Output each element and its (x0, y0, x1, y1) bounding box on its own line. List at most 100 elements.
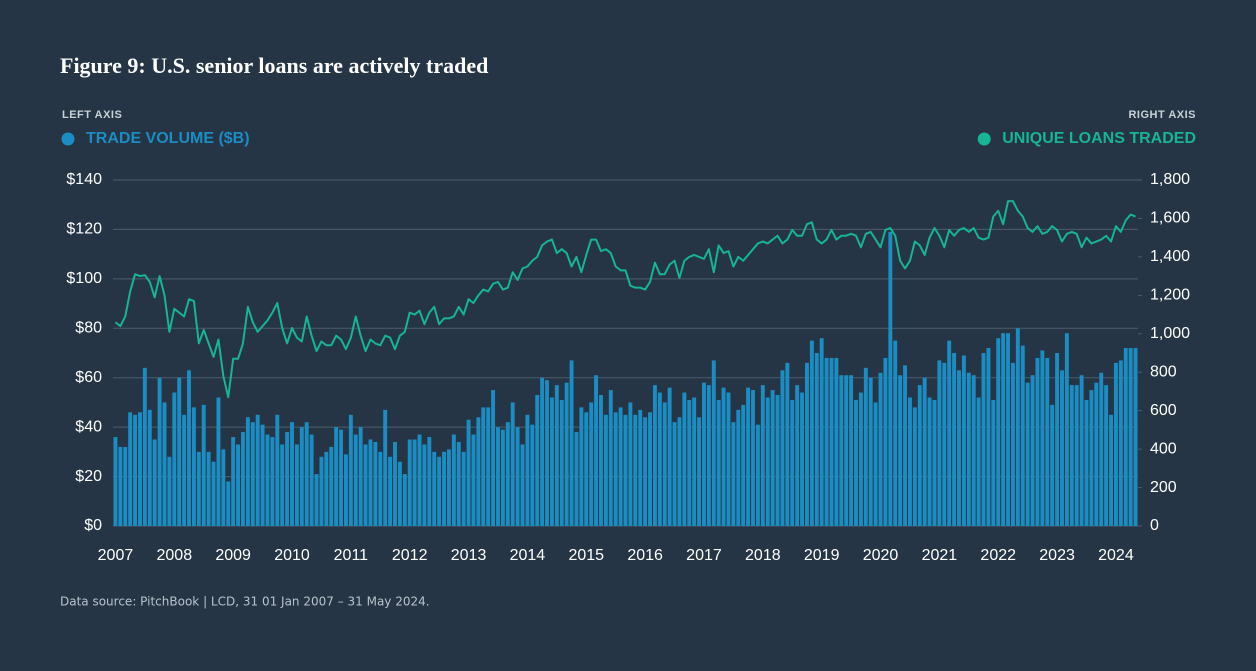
bar (525, 414, 530, 526)
bar (378, 451, 383, 526)
bar (672, 422, 677, 526)
bar (182, 414, 187, 526)
bar (1099, 372, 1104, 526)
bar (667, 387, 672, 526)
bar (417, 434, 422, 526)
bar (564, 382, 569, 526)
bar (751, 390, 755, 526)
bar (304, 422, 309, 526)
bar (358, 427, 363, 526)
legend-label: TRADE VOLUME ($B) (86, 130, 250, 147)
bar (839, 375, 844, 526)
bar (957, 370, 961, 526)
x-tick-label: 2012 (392, 547, 428, 564)
bar (731, 422, 736, 526)
bar (231, 437, 236, 526)
bar (520, 444, 525, 526)
x-tick-label: 2015 (568, 547, 604, 564)
x-tick-label: 2016 (627, 547, 663, 564)
bar (991, 399, 996, 526)
bar (427, 437, 432, 526)
bar (971, 375, 976, 526)
bar (324, 451, 329, 526)
bar (863, 367, 868, 526)
bar (849, 375, 854, 526)
bar (937, 360, 942, 526)
bar (1089, 390, 1094, 526)
bar (530, 424, 535, 526)
bar (633, 414, 638, 526)
bar (873, 402, 878, 526)
bar (662, 402, 667, 526)
bar (618, 407, 623, 526)
bar (589, 402, 594, 526)
bar (1020, 345, 1025, 526)
bar (432, 451, 437, 526)
bar (285, 432, 290, 526)
bar (814, 353, 819, 526)
bar (1030, 375, 1035, 526)
bar (363, 444, 368, 526)
bar (770, 390, 775, 526)
bar (535, 395, 540, 526)
bar (638, 409, 643, 526)
bar (1010, 362, 1015, 526)
x-tick-label: 2021 (922, 547, 958, 564)
y-tick-label: $0 (84, 517, 102, 534)
bar (574, 432, 579, 526)
y2-tick-label: 0 (1150, 517, 1159, 534)
x-tick-label: 2008 (157, 547, 193, 564)
bar (804, 362, 809, 526)
bar (329, 446, 334, 526)
bar (996, 338, 1001, 526)
bar (687, 399, 692, 526)
bar (309, 434, 314, 526)
bar (466, 419, 471, 526)
bar (746, 387, 751, 526)
bar (584, 412, 589, 526)
line (114, 200, 1136, 399)
bar (260, 424, 265, 526)
bar (407, 439, 412, 526)
bar (854, 399, 858, 526)
x-tick-label: 2009 (215, 547, 251, 564)
bar (603, 414, 608, 526)
legend-label: UNIQUE LOANS TRADED (1002, 130, 1196, 147)
bar (1104, 385, 1109, 526)
bar (819, 338, 824, 526)
x-tick-label: 2013 (451, 547, 487, 564)
bar (648, 412, 652, 526)
bar (1040, 350, 1045, 526)
bar (549, 397, 554, 526)
bar (677, 417, 682, 526)
bar (147, 409, 152, 526)
bar (211, 461, 216, 526)
y-tick-label: $140 (66, 171, 102, 188)
bar (947, 340, 952, 526)
bar (451, 434, 456, 526)
bar (657, 392, 662, 526)
bar (216, 397, 221, 526)
bar (348, 414, 353, 526)
bar (765, 397, 770, 526)
bar (976, 397, 981, 526)
bar (481, 407, 486, 526)
y2-tick-label: 1,800 (1150, 171, 1190, 188)
bar (476, 417, 481, 526)
bar (388, 456, 393, 526)
bar (652, 385, 657, 526)
bar (1035, 357, 1040, 526)
bar (986, 348, 991, 526)
bar (368, 439, 373, 526)
bar (275, 414, 280, 526)
bar (500, 429, 505, 526)
bar (569, 360, 574, 526)
y-tick-label: $40 (75, 418, 102, 435)
bar (829, 357, 834, 526)
bar (1025, 382, 1030, 526)
bar (736, 409, 741, 526)
bar (966, 372, 971, 526)
bar (412, 439, 417, 526)
bar (809, 340, 814, 526)
